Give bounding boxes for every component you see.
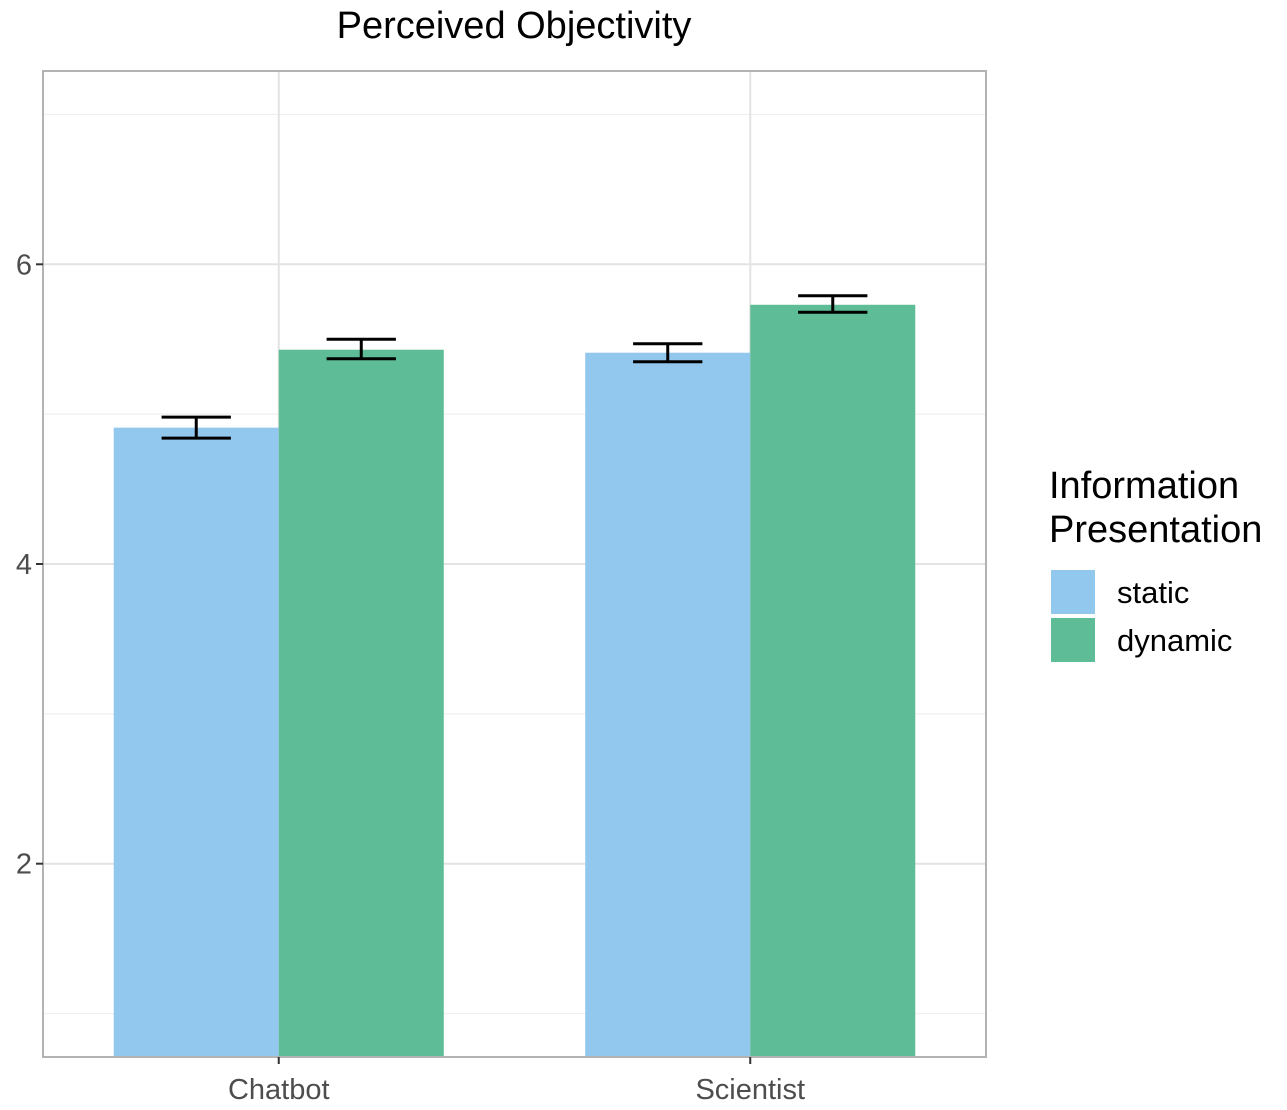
x-tick-label-scientist: Scientist (695, 1074, 805, 1106)
y-tick-label: 6 (16, 249, 32, 281)
y-axis: 2 4 6 (16, 249, 43, 881)
error-bar-dynamic-chatbot (326, 337, 396, 361)
error-bar-dynamic-scientist (798, 294, 868, 314)
legend-title-line-1: Information (1049, 465, 1239, 507)
error-bars (161, 294, 868, 440)
legend-swatch-dynamic (1051, 618, 1095, 662)
x-axis: Chatbot Scientist (228, 1057, 805, 1106)
bar-static-chatbot (113, 427, 279, 1057)
legend-item-dynamic: dynamic (1051, 618, 1232, 662)
x-tick-label-chatbot: Chatbot (228, 1074, 330, 1106)
legend-title-line-2: Presentation (1049, 509, 1262, 551)
y-tick-label: 2 (16, 849, 32, 881)
bar-static-scientist (585, 352, 751, 1057)
bar-dynamic-scientist (750, 304, 916, 1057)
y-tick-label: 4 (16, 549, 32, 581)
legend-item-static: static (1051, 570, 1189, 614)
bars (113, 304, 916, 1058)
legend: Information Presentation static dynamic (1049, 465, 1262, 662)
error-bar-static-chatbot (161, 415, 231, 440)
error-bar-static-scientist (633, 342, 703, 364)
legend-label-static: static (1117, 575, 1189, 610)
legend-label-dynamic: dynamic (1117, 623, 1232, 658)
bar-dynamic-chatbot (278, 349, 444, 1058)
legend-swatch-static (1051, 570, 1095, 614)
legend-items: static dynamic (1051, 570, 1232, 662)
chart-title: Perceived Objectivity (337, 5, 692, 47)
